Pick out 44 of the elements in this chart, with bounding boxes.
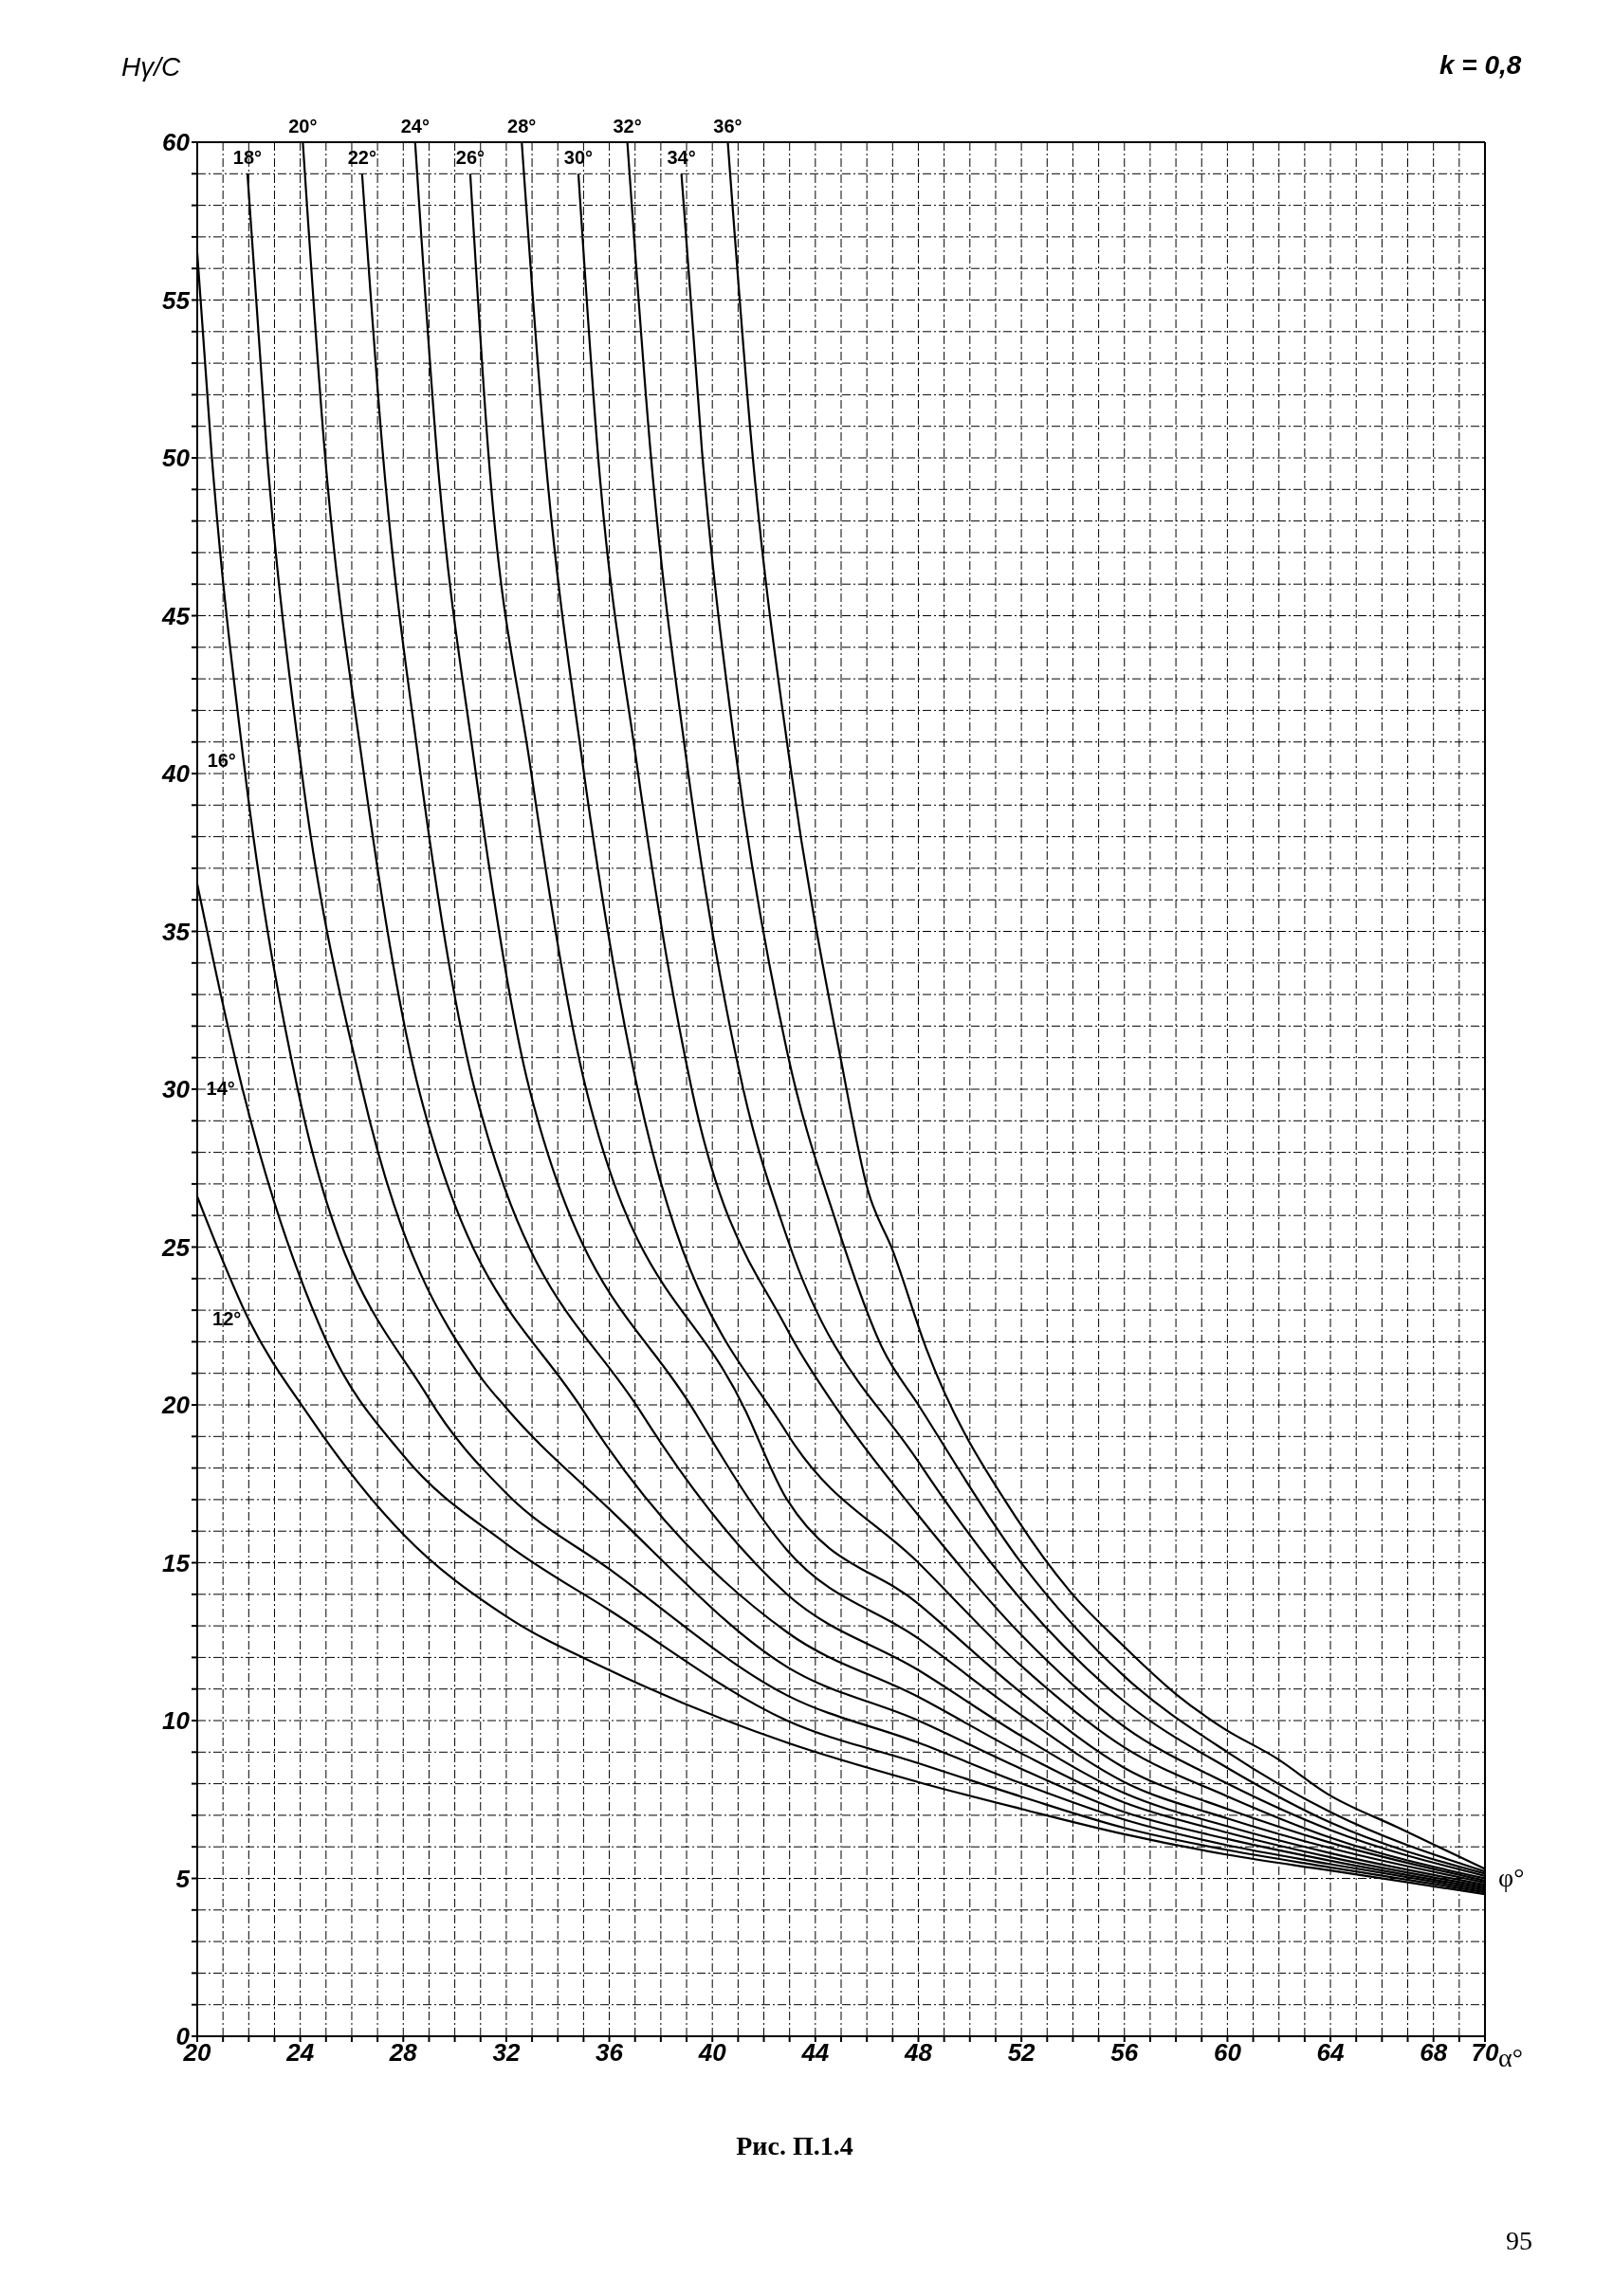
x-tick-label: 40 [697, 2038, 727, 2068]
text: 95 [1506, 2226, 1532, 2256]
series-label: 34° [667, 147, 696, 169]
y-tick-label: 25 [161, 1232, 191, 1262]
series-label: 36° [713, 116, 742, 137]
x-tick-label: 36 [596, 2038, 624, 2068]
y-tick-label: 20 [161, 1391, 191, 1420]
text: k = 0,8 [1439, 50, 1523, 81]
series-label: 30° [563, 147, 594, 169]
series-label: 24° [400, 116, 430, 137]
legend-title: φ° [1498, 1862, 1525, 1892]
x-tick-label: 32 [492, 2038, 521, 2068]
x-tick-label: 70 [1471, 2038, 1499, 2068]
y-tick-label: 5 [175, 1864, 191, 1893]
series-label: 20° [288, 116, 318, 137]
y-tick-label: 60 [162, 128, 191, 157]
x-tick-label: 24 [285, 2038, 315, 2068]
y-tick-label: 15 [162, 1548, 191, 1577]
series-label: 16° [207, 749, 236, 771]
y-tick-label: 10 [162, 1706, 191, 1736]
series-label: 14° [206, 1078, 235, 1099]
series-label: 28° [507, 116, 537, 137]
y-tick-label: 30 [162, 1075, 191, 1104]
x-axis-title: α° [1498, 2043, 1523, 2072]
series-label: 12° [212, 1308, 242, 1330]
series-label: 26° [455, 147, 486, 169]
x-tick-label: 52 [1007, 2038, 1036, 2068]
y-tick-label: 45 [161, 601, 191, 630]
x-tick-label: 44 [800, 2038, 830, 2068]
y-tick-label: 35 [162, 917, 191, 946]
series-label: 18° [232, 147, 263, 169]
x-tick-label: 48 [904, 2038, 933, 2068]
x-tick-label: 64 [1316, 2038, 1346, 2068]
y-tick-label: 55 [162, 285, 191, 315]
x-tick-label: 68 [1420, 2038, 1448, 2068]
x-tick-label: 56 [1110, 2038, 1139, 2068]
series-label: 32° [613, 116, 642, 137]
y-axis-title: Hγ/C [121, 52, 181, 82]
x-tick-label: 28 [388, 2038, 418, 2068]
y-tick-label: 40 [161, 759, 191, 789]
x-tick-label: 60 [1213, 2038, 1242, 2068]
y-tick-label: 50 [162, 444, 191, 473]
text: Рис. П.1.4 [735, 2131, 854, 2161]
series-label: 22° [347, 147, 376, 169]
